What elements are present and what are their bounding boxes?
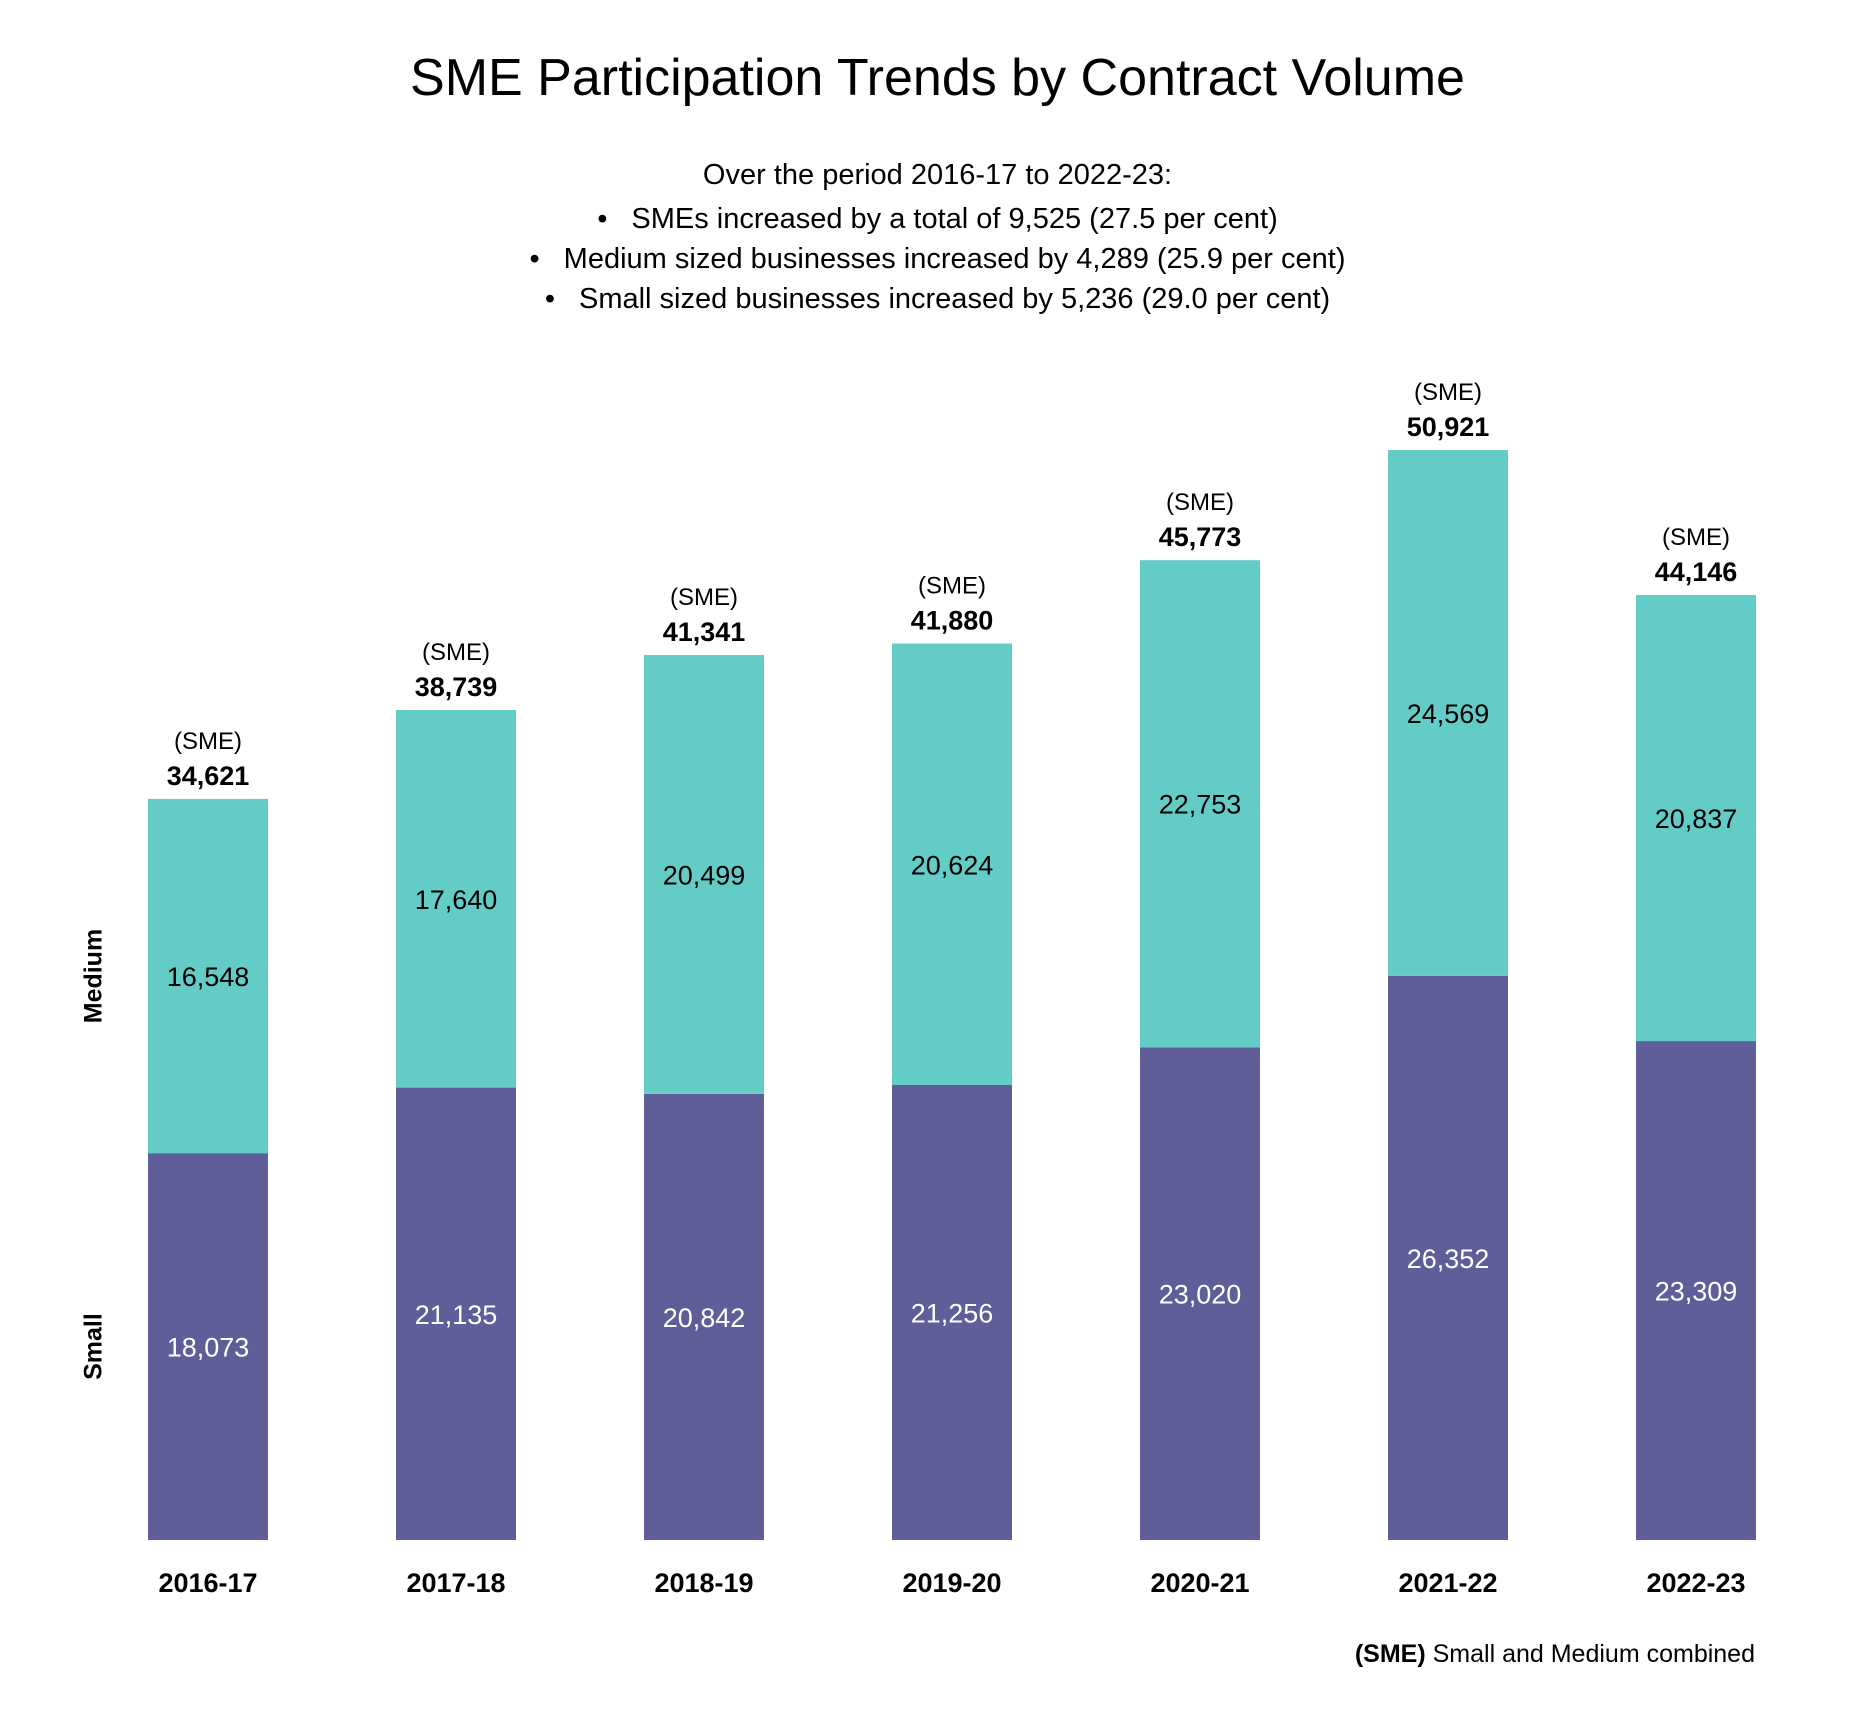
chart-title: SME Participation Trends by Contract Vol… bbox=[410, 49, 1465, 107]
label-medium-2019-20: 20,624 bbox=[911, 850, 994, 880]
summary-bullet-small: Small sized businesses increased by 5,23… bbox=[0, 279, 1875, 319]
legend-small: Small bbox=[80, 1313, 108, 1380]
label-medium-2022-23: 20,837 bbox=[1655, 804, 1738, 834]
label-small-2022-23: 23,309 bbox=[1655, 1277, 1738, 1307]
bar-medium-2018-19 bbox=[644, 655, 764, 1094]
bar-small-2019-20 bbox=[892, 1085, 1012, 1540]
summary-bullet-medium: Medium sized businesses increased by 4,2… bbox=[0, 239, 1875, 279]
x-tick-2022-23: 2022-23 bbox=[1646, 1568, 1745, 1598]
bar-small-2017-18 bbox=[396, 1087, 516, 1540]
summary-bullet-sme: SMEs increased by a total of 9,525 (27.5… bbox=[0, 199, 1875, 239]
label-total-2022-23: 44,146 bbox=[1655, 557, 1738, 587]
label-medium-2016-17: 16,548 bbox=[167, 962, 250, 992]
x-tick-2019-20: 2019-20 bbox=[902, 1568, 1001, 1598]
label-sme-tag-2022-23: (SME) bbox=[1662, 524, 1730, 551]
label-small-2021-22: 26,352 bbox=[1407, 1244, 1490, 1274]
label-small-2019-20: 21,256 bbox=[911, 1299, 994, 1329]
label-sme-tag-2016-17: (SME) bbox=[174, 728, 242, 755]
label-sme-tag-2017-18: (SME) bbox=[422, 639, 490, 666]
label-small-2020-21: 23,020 bbox=[1159, 1280, 1242, 1310]
label-small-2018-19: 20,842 bbox=[663, 1303, 746, 1333]
x-tick-2018-19: 2018-19 bbox=[654, 1568, 753, 1598]
bar-small-2020-21 bbox=[1140, 1047, 1260, 1540]
x-tick-2017-18: 2017-18 bbox=[406, 1568, 505, 1598]
bar-medium-2019-20 bbox=[892, 643, 1012, 1086]
bar-small-2016-17 bbox=[148, 1153, 268, 1540]
label-small-2017-18: 21,135 bbox=[415, 1300, 498, 1330]
bar-medium-2020-21 bbox=[1140, 560, 1260, 1048]
label-total-2020-21: 45,773 bbox=[1159, 522, 1242, 552]
bar-small-2021-22 bbox=[1388, 975, 1508, 1540]
bar-small-2018-19 bbox=[644, 1093, 764, 1540]
label-medium-2021-22: 24,569 bbox=[1407, 699, 1490, 729]
bar-medium-2022-23 bbox=[1636, 595, 1756, 1042]
label-medium-2018-19: 20,499 bbox=[663, 860, 746, 890]
summary-block: Over the period 2016-17 to 2022-23: SMEs… bbox=[0, 155, 1875, 319]
label-sme-tag-2019-20: (SME) bbox=[918, 573, 986, 600]
bar-small-2022-23 bbox=[1636, 1041, 1756, 1540]
footnote-abbr: (SME) bbox=[1354, 1640, 1426, 1668]
summary-intro: Over the period 2016-17 to 2022-23: bbox=[702, 159, 1173, 191]
label-total-2016-17: 34,621 bbox=[167, 761, 250, 791]
x-tick-2020-21: 2020-21 bbox=[1150, 1568, 1249, 1598]
bar-medium-2021-22 bbox=[1388, 450, 1508, 976]
label-sme-tag-2020-21: (SME) bbox=[1166, 489, 1234, 516]
label-total-2018-19: 41,341 bbox=[663, 617, 746, 647]
label-medium-2017-18: 17,640 bbox=[415, 885, 498, 915]
label-total-2019-20: 41,880 bbox=[911, 606, 994, 636]
footnote: (SME) Small and Medium combined bbox=[1355, 1640, 1755, 1669]
label-small-2016-17: 18,073 bbox=[167, 1333, 250, 1363]
bar-medium-2017-18 bbox=[396, 709, 516, 1088]
label-total-2017-18: 38,739 bbox=[415, 672, 498, 702]
label-medium-2020-21: 22,753 bbox=[1159, 790, 1242, 820]
x-tick-2021-22: 2021-22 bbox=[1398, 1568, 1497, 1598]
bar-medium-2016-17 bbox=[148, 798, 268, 1154]
x-tick-2016-17: 2016-17 bbox=[158, 1568, 257, 1598]
legend-medium: Medium bbox=[80, 929, 108, 1023]
label-total-2021-22: 50,921 bbox=[1407, 412, 1490, 442]
footnote-text: Small and Medium combined bbox=[1432, 1640, 1755, 1668]
label-sme-tag-2018-19: (SME) bbox=[670, 584, 738, 611]
label-sme-tag-2021-22: (SME) bbox=[1414, 379, 1482, 406]
